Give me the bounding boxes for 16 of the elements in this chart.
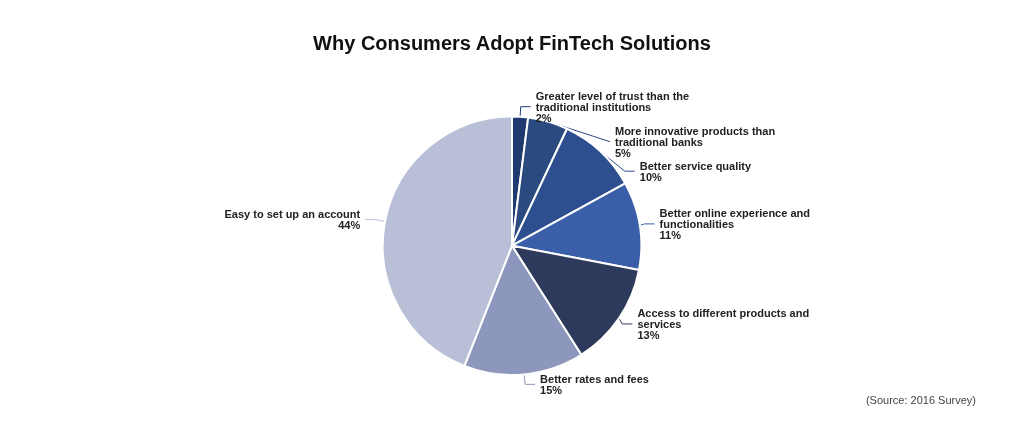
slice-label: Better rates and fees: [540, 372, 649, 385]
data-label: 5%: [614, 146, 632, 159]
data-label: 15%: [540, 383, 563, 396]
data-label: 44%: [338, 219, 361, 232]
slice-label: Better online experience and functionalities: [659, 206, 813, 230]
slice-label: More innovative products than traditional banks: [614, 124, 779, 148]
data-label: 13%: [637, 328, 660, 341]
chart-title: Why Consumers Adopt FinTech Solutions: [313, 32, 711, 54]
data-label: 11%: [659, 228, 682, 241]
data-label: 10%: [639, 170, 663, 183]
data-label: 2%: [535, 111, 552, 124]
slice-label: Access to different products and services: [637, 306, 813, 330]
slice-label: Greater level of trust than the traditional institutions: [535, 89, 693, 113]
text: (Source: 2016 Survey): [865, 393, 977, 406]
slice-label: Easy to set up an account: [224, 208, 361, 221]
slice-label: Better service quality: [639, 159, 752, 172]
